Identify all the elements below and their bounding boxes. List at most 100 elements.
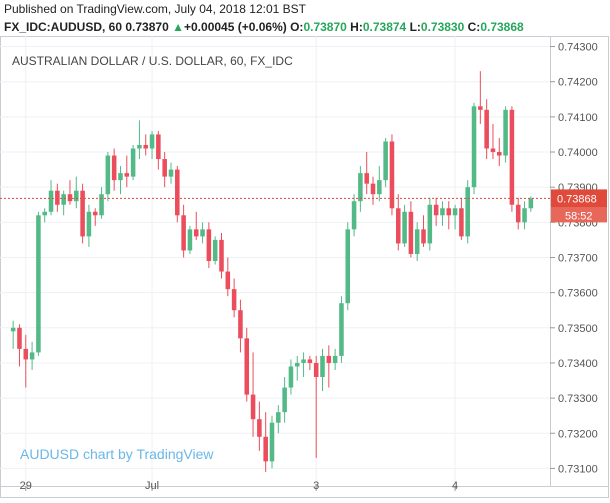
countdown-badge bbox=[551, 207, 607, 223]
candle-body bbox=[471, 106, 477, 188]
grid bbox=[0, 36, 550, 486]
candle-body bbox=[105, 155, 111, 195]
candle bbox=[225, 257, 231, 297]
candle bbox=[200, 222, 205, 244]
chart-border bbox=[0, 36, 609, 498]
candle-body bbox=[276, 412, 281, 423]
candle-body bbox=[17, 327, 22, 349]
candles bbox=[10, 71, 534, 472]
last-price-label: 0.73868 bbox=[557, 193, 597, 205]
candle bbox=[446, 201, 452, 230]
chart-frame[interactable]: AUSTRALIAN DOLLAR / U.S. DOLLAR, 60, FX_… bbox=[0, 36, 609, 498]
candle bbox=[17, 324, 22, 367]
candle bbox=[244, 327, 250, 402]
candle-body bbox=[23, 348, 29, 360]
candle-body bbox=[383, 141, 388, 181]
candle-body bbox=[414, 229, 420, 254]
candle bbox=[124, 155, 130, 188]
candle bbox=[118, 166, 123, 195]
candle-body bbox=[10, 327, 16, 332]
candle bbox=[181, 204, 186, 258]
candlestick-chart[interactable]: AUSTRALIAN DOLLAR / U.S. DOLLAR, 60, FX_… bbox=[0, 36, 609, 498]
candle bbox=[48, 180, 54, 216]
candle-body bbox=[421, 229, 426, 244]
candle bbox=[427, 197, 433, 251]
open-value: 0.73870 bbox=[303, 20, 347, 34]
candle bbox=[294, 355, 300, 381]
candle-body bbox=[175, 169, 180, 216]
candle bbox=[320, 348, 325, 392]
candle bbox=[187, 225, 193, 254]
candle bbox=[377, 166, 382, 202]
candle bbox=[478, 71, 483, 124]
candle-body bbox=[339, 303, 344, 356]
candle-body bbox=[231, 289, 237, 311]
x-tick-label: 3 bbox=[313, 480, 319, 492]
price-axis[interactable]: 0.743000.742000.741000.740000.739000.738… bbox=[550, 42, 598, 476]
candle bbox=[143, 134, 149, 156]
candle bbox=[440, 201, 445, 226]
candle bbox=[358, 166, 363, 212]
candle bbox=[497, 137, 502, 167]
candle bbox=[345, 222, 351, 311]
candle bbox=[313, 355, 319, 458]
candle bbox=[269, 415, 275, 469]
candle bbox=[288, 359, 294, 395]
candle-body bbox=[244, 338, 250, 395]
y-tick-label: 0.73300 bbox=[558, 393, 598, 405]
candle-body bbox=[111, 155, 117, 181]
candle bbox=[389, 134, 395, 216]
candle-body bbox=[370, 183, 376, 195]
candle bbox=[370, 176, 376, 205]
candle bbox=[257, 401, 262, 451]
candle-body bbox=[522, 208, 527, 223]
candle bbox=[162, 152, 167, 188]
candle-body bbox=[250, 394, 256, 420]
candle bbox=[452, 204, 458, 230]
candle bbox=[250, 352, 256, 437]
candle bbox=[137, 120, 142, 160]
x-tick-label: 4 bbox=[452, 480, 458, 492]
candle-body bbox=[465, 187, 470, 237]
y-tick-label: 0.73200 bbox=[558, 428, 598, 440]
candle-body bbox=[389, 141, 395, 209]
x-tick-label: 29 bbox=[20, 480, 32, 492]
candle bbox=[29, 341, 35, 370]
candle bbox=[433, 197, 439, 226]
candle-body bbox=[515, 204, 521, 223]
candle-body bbox=[294, 362, 300, 367]
candle bbox=[351, 194, 357, 237]
candle-body bbox=[282, 387, 287, 413]
candle-body bbox=[80, 190, 85, 237]
candle bbox=[301, 352, 306, 378]
candle-body bbox=[509, 109, 515, 205]
last-price: 0.73870 bbox=[125, 20, 169, 34]
candle-body bbox=[92, 211, 98, 216]
candle bbox=[364, 152, 369, 195]
candle-body bbox=[130, 148, 136, 177]
candle-body bbox=[187, 229, 193, 251]
candle-body bbox=[137, 144, 142, 149]
candle bbox=[42, 208, 47, 223]
candle bbox=[99, 187, 104, 219]
candle bbox=[61, 190, 66, 216]
high-label: H: bbox=[350, 20, 363, 34]
candle bbox=[395, 194, 401, 251]
candle-body bbox=[503, 109, 508, 156]
candle bbox=[503, 106, 508, 163]
candle-body bbox=[143, 144, 149, 149]
open-label: O: bbox=[290, 20, 304, 34]
candle bbox=[149, 130, 155, 160]
candle-body bbox=[29, 352, 35, 360]
low-value: 0.73830 bbox=[420, 20, 465, 34]
y-tick-label: 0.74300 bbox=[558, 42, 598, 54]
candle-body bbox=[459, 208, 464, 237]
candle bbox=[484, 99, 489, 160]
candle bbox=[238, 299, 243, 353]
chart-title: AUSTRALIAN DOLLAR / U.S. DOLLAR, 60, FX_… bbox=[12, 54, 293, 68]
time-axis[interactable]: 29 Jul 3 4 bbox=[20, 480, 458, 492]
y-tick-label: 0.73700 bbox=[558, 252, 598, 264]
candle-body bbox=[162, 159, 167, 177]
candle-body bbox=[408, 211, 414, 254]
candle-body bbox=[86, 211, 92, 237]
